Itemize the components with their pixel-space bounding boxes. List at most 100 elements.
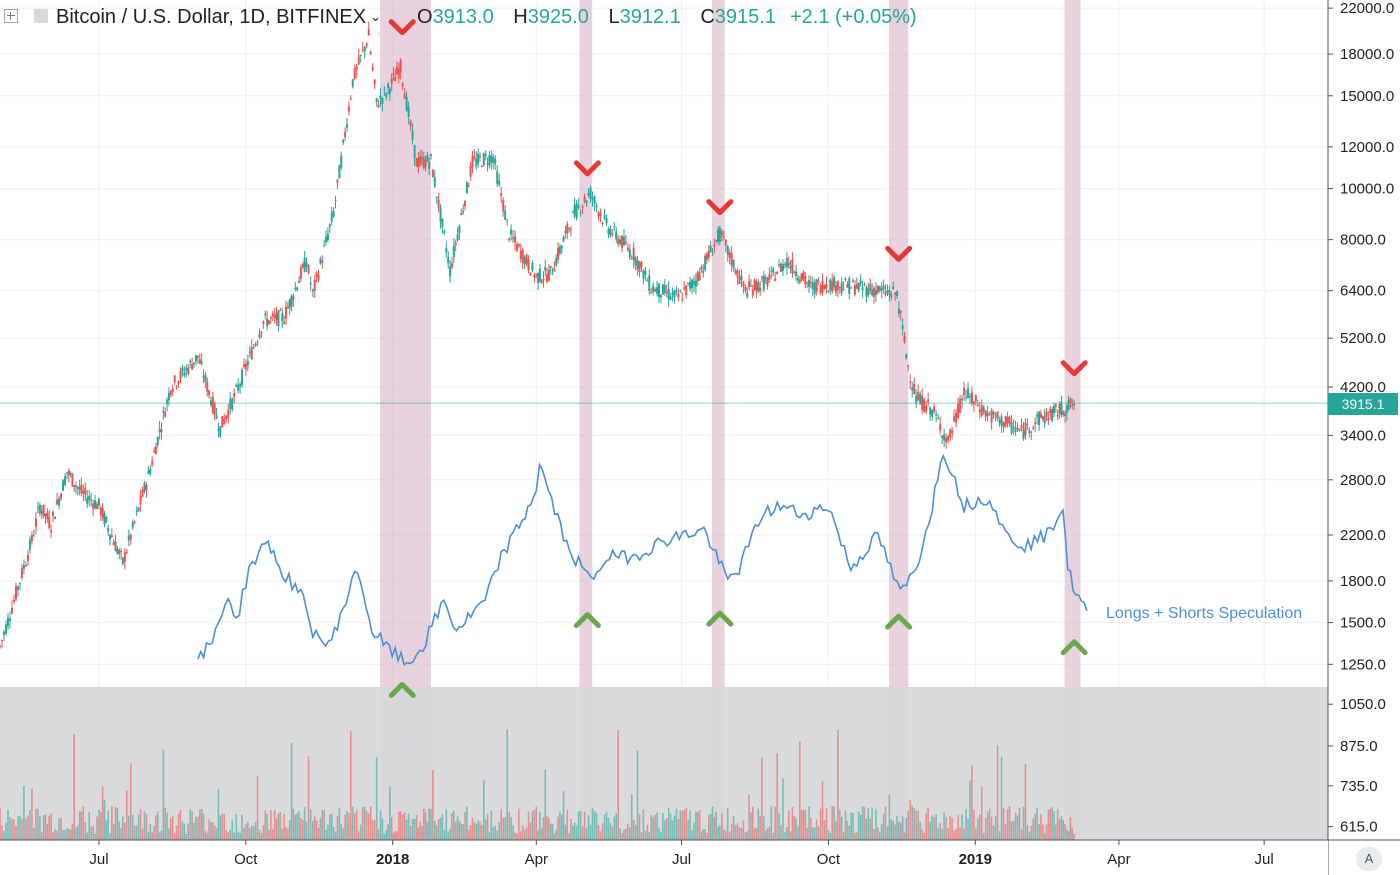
candle-body	[728, 252, 731, 258]
candle-body	[73, 485, 76, 488]
volume-bar	[951, 817, 953, 840]
candle-body	[685, 285, 688, 296]
candle-body	[667, 288, 670, 300]
volume-bar	[700, 831, 703, 840]
candle-body	[431, 169, 434, 178]
volume-bar	[433, 820, 436, 840]
volume-bar	[313, 816, 316, 840]
symbol-square-icon[interactable]	[34, 9, 48, 23]
volume-bar	[810, 817, 812, 840]
candle-body	[141, 489, 144, 497]
volume-bar	[953, 830, 955, 840]
candle-body	[1052, 405, 1055, 413]
volume-bar	[708, 815, 710, 840]
candle-body	[254, 343, 257, 346]
volume-bar	[957, 815, 959, 840]
volume-bar	[986, 811, 989, 840]
volume-bar	[387, 824, 389, 840]
volume-bar	[471, 817, 474, 840]
volume-bar	[338, 808, 341, 840]
candle-body	[951, 430, 954, 434]
candle-body	[800, 273, 803, 281]
candle-body	[443, 230, 446, 234]
volume-bar	[344, 814, 346, 840]
candle-body	[538, 268, 541, 282]
candle-body	[1008, 417, 1011, 424]
volume-bar	[166, 812, 168, 840]
candle-body	[229, 398, 232, 410]
volume-bar	[171, 816, 174, 840]
volume-bar	[279, 811, 282, 840]
volume-bar	[1030, 825, 1033, 840]
low-label: L	[608, 5, 620, 28]
candle-body	[69, 473, 72, 475]
chart-header: Bitcoin / U.S. Dollar, 1D, BITFINEX ⌄ O3…	[0, 4, 917, 30]
candle-body	[560, 245, 563, 249]
candle-body	[888, 290, 891, 296]
candle-body	[139, 495, 142, 505]
candle-body	[709, 245, 712, 253]
volume-bar	[454, 821, 457, 840]
candle-body	[994, 415, 997, 417]
volume-bar	[691, 830, 693, 840]
volume-bar	[663, 820, 666, 840]
volume-bar	[44, 814, 47, 840]
volume-bar	[613, 816, 616, 840]
volume-bar	[441, 814, 444, 840]
volume-bar	[160, 830, 163, 840]
volume-bar	[48, 815, 51, 840]
volume-bar	[312, 820, 314, 840]
volume-bar	[1034, 813, 1036, 840]
volume-bar	[671, 820, 674, 840]
candle-body	[250, 347, 253, 360]
candle-body	[840, 282, 843, 293]
candle-body	[196, 355, 199, 358]
volume-bar	[973, 809, 975, 840]
volume-bar	[980, 786, 983, 840]
volume-bar	[518, 808, 520, 840]
volume-bar	[213, 825, 216, 840]
volume-bar	[829, 832, 832, 840]
candle-body	[959, 398, 962, 413]
candle-body	[1028, 430, 1031, 433]
candle-body	[831, 281, 834, 292]
candle-body	[502, 200, 505, 212]
volume-bar	[200, 808, 203, 840]
candle-body	[654, 289, 657, 292]
candle-body	[842, 289, 845, 291]
candle-body	[689, 282, 692, 289]
symbol-title[interactable]: Bitcoin / U.S. Dollar, 1D, BITFINEX	[56, 5, 367, 28]
candle-body	[844, 278, 847, 281]
time-tick-label: 2018	[376, 851, 409, 868]
candle-body	[213, 403, 216, 415]
volume-bar	[555, 829, 557, 840]
candle-body	[189, 360, 192, 363]
symbol-dropdown-chevron-icon[interactable]: ⌄	[370, 9, 381, 24]
candle-body	[829, 279, 832, 290]
volume-bar	[359, 824, 362, 840]
candle-body	[579, 212, 582, 214]
volume-bar	[852, 813, 854, 840]
candle-body	[732, 260, 735, 269]
candle-body	[40, 510, 43, 514]
price-tick-label: 2800.0	[1340, 472, 1386, 489]
candle-body	[738, 277, 741, 284]
candle-body	[334, 199, 337, 201]
candle-body	[711, 254, 714, 256]
candle-body	[1065, 405, 1068, 414]
candle-body	[517, 244, 520, 247]
candle-body	[749, 285, 752, 287]
volume-bar	[911, 806, 914, 840]
volume-bar	[784, 832, 786, 840]
volume-bar	[181, 821, 184, 840]
candle-body	[853, 285, 856, 295]
volume-bar	[389, 786, 391, 840]
candle-body	[125, 551, 128, 553]
candle-body	[56, 499, 59, 505]
candle-body	[439, 207, 442, 222]
volume-bar	[804, 810, 807, 840]
add-symbol-icon[interactable]	[4, 9, 18, 23]
volume-bar	[268, 829, 270, 840]
auto-scale-button[interactable]: A	[1356, 847, 1382, 871]
